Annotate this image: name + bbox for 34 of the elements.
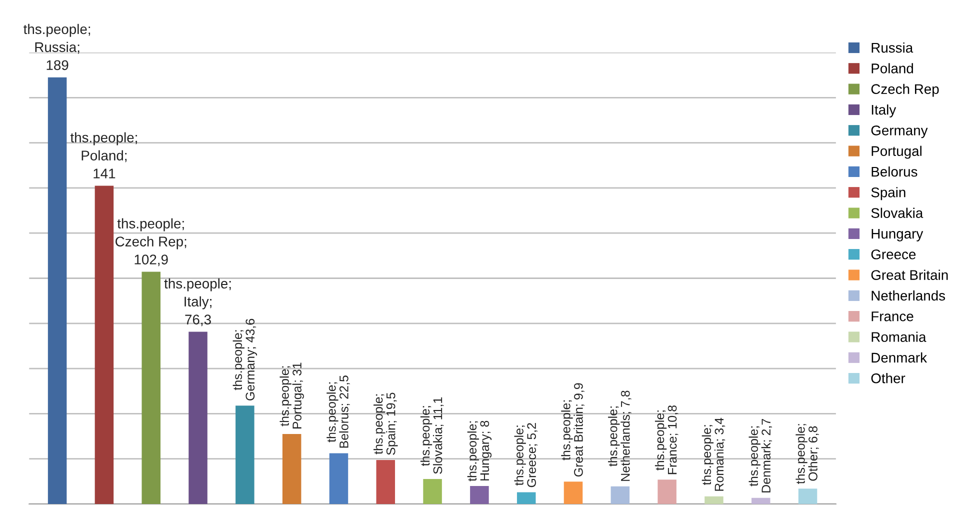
data-label: ths.people; Poland; 141 bbox=[70, 132, 137, 178]
legend-label: Other bbox=[871, 373, 906, 384]
legend-label: Germany bbox=[871, 126, 928, 138]
data-label: ths.people; Netherlands; 7,8 bbox=[608, 390, 632, 481]
data-label: ths.people; Portugal; 31 bbox=[280, 362, 304, 428]
data-label: ths.people; Slovakia; 11,1 bbox=[420, 397, 444, 474]
data-label: ths.people; Russia; 189 bbox=[24, 24, 90, 70]
legend-label: Greece bbox=[871, 249, 916, 260]
legend-label: Belorus bbox=[872, 166, 918, 177]
data-label: ths.people; Greece; 5,2 bbox=[514, 423, 538, 488]
legend-label: Romania bbox=[872, 332, 926, 342]
legend-label: Russia bbox=[872, 42, 914, 53]
legend-label: Great Britain bbox=[871, 270, 948, 280]
legend-label: Portugal bbox=[872, 146, 922, 159]
data-label: ths.people; Hungary; 8 bbox=[467, 420, 492, 482]
data-label: ths.people; Great Britain; 9,9 bbox=[561, 383, 584, 477]
legend-label: France bbox=[872, 312, 914, 322]
data-label: ths.people; Romania; 3,4 bbox=[702, 418, 726, 491]
legend-label: Slovakia bbox=[871, 208, 924, 218]
data-label: ths.people; Other; 6,8 bbox=[796, 424, 819, 484]
legend-label: Netherlands bbox=[872, 290, 946, 301]
data-label: ths.people; Italy; 76,3 bbox=[164, 278, 231, 326]
data-label: ths.people; Belorus; 22,5 bbox=[326, 376, 350, 448]
data-label: ths.people; France; 10,8 bbox=[654, 405, 678, 474]
legend-label: Italy bbox=[872, 104, 896, 118]
legend-label: Denmark bbox=[872, 352, 928, 363]
legend-label: Poland bbox=[872, 63, 913, 74]
data-label: ths.people; Czech Rep; 102,9 bbox=[116, 218, 186, 266]
data-label: ths.people; Germany; 43,6 bbox=[232, 318, 258, 400]
legend-label: Spain bbox=[871, 187, 906, 200]
data-label: ths.people; Denmark; 2,7 bbox=[748, 418, 772, 492]
data-label: ths.people; Spain; 19,5 bbox=[374, 392, 398, 455]
legend-label: Hungary bbox=[872, 228, 924, 242]
legend-label: Czech Rep bbox=[871, 84, 939, 97]
